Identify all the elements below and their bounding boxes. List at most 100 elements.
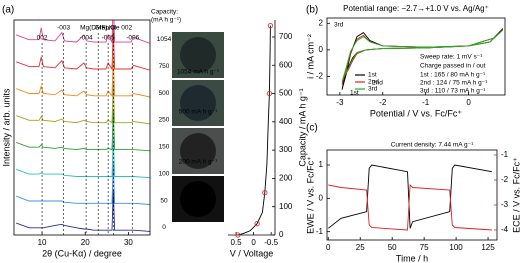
series-label: 500: [159, 90, 170, 97]
peak-label: Graphite 002: [95, 25, 133, 32]
peak-label: -006: [126, 35, 139, 42]
plot-frame: [13, 19, 151, 236]
photo-sample: [180, 133, 216, 169]
panel-label: (a): [2, 5, 14, 16]
panel-label: (b): [306, 5, 318, 16]
photo-sample: [180, 181, 216, 217]
y2-axis-label: ECE / V vs. Fc/Fc⁺: [511, 157, 521, 233]
photo-sample: [180, 37, 216, 73]
annotation: 3rd: [334, 22, 344, 29]
plot-area: [341, 28, 504, 90]
chart-title: Potential range: −2.7→+1.0 V vs. Ag/Ag⁺: [343, 4, 489, 13]
x-tick-label: 100: [449, 243, 463, 252]
series-line: [237, 25, 271, 235]
annotation: Sweep rate: 1 mV s⁻¹: [420, 54, 483, 61]
photo-insets: [172, 32, 224, 222]
x-tick-label: 0: [326, 243, 331, 252]
y-tick-label: 100: [279, 202, 293, 211]
peak-label: -004: [80, 35, 93, 42]
y-tick-label: 300: [279, 145, 293, 154]
y-tick-label: 600: [279, 60, 293, 69]
x-tick-label: 25: [356, 243, 365, 252]
x-axis-label: Time / h: [396, 253, 428, 263]
y-tick-label: 400: [279, 117, 293, 126]
x-tick-label: 75: [420, 243, 429, 252]
plot-area: [237, 25, 271, 235]
plot-area: [328, 164, 492, 231]
x-tick-label: 125: [481, 243, 495, 252]
y-axis-label: Intensity / arb. units: [1, 88, 11, 167]
y2-tick-label: -4: [501, 225, 509, 234]
series-label: 750: [159, 63, 170, 70]
x-axis-label: 2θ (Cu-Kα) / degree: [42, 248, 122, 258]
peak-label: -003: [57, 25, 70, 32]
y-tick-label: 0: [319, 45, 324, 54]
marker: [262, 189, 268, 196]
x-tick-label: -1: [422, 98, 430, 107]
annotation: 3rd : 110 / 73 mA h g⁻¹: [420, 88, 486, 95]
xrd-trace: [16, 28, 150, 71]
y-tick-label: 0: [319, 193, 324, 202]
legend-label: 1st: [368, 72, 377, 79]
legend-label: 3rd: [368, 86, 378, 93]
plot-area: [16, 20, 150, 232]
x-tick-label: 0: [251, 238, 256, 247]
annotation: Current density: 7.44 mA g⁻¹: [391, 142, 474, 149]
series-line: [341, 28, 504, 90]
x-tick-label: -3: [336, 98, 344, 107]
series-label: 50: [160, 197, 168, 204]
peak-label: Mg(DMF)₆Cl: [80, 25, 117, 32]
x-tick-label: 30: [124, 238, 133, 247]
xrd-trace: [16, 135, 150, 179]
series-label: 100: [159, 170, 170, 177]
annotation: Charge passed in / out: [420, 63, 486, 70]
marker: [235, 232, 241, 238]
series-label: 1054: [157, 36, 172, 43]
xrd-trace: [16, 55, 150, 98]
xrd-trace: [16, 20, 150, 44]
annotation: 2nd : 124 / 75 mA h g⁻¹: [420, 80, 488, 87]
legend-label: 2nd: [368, 79, 379, 86]
y2-tick-label: -1: [501, 150, 509, 159]
inset-label: 200 mA h g⁻¹: [179, 159, 218, 166]
plot-frame: [326, 149, 498, 241]
y-tick-label: 2: [319, 18, 324, 27]
xrd-trace: [16, 189, 150, 232]
peak-label: -005: [102, 35, 115, 42]
y2-tick-label: -3: [501, 200, 509, 209]
marker: [254, 221, 260, 227]
x-tick-label: -0.5: [264, 238, 278, 247]
y-tick-label: 1: [319, 160, 324, 169]
y-tick-label: 200: [279, 174, 293, 183]
x-axis-label: V / Voltage: [230, 248, 274, 258]
x-tick-label: -2: [379, 98, 387, 107]
x-tick-label: 50: [388, 243, 397, 252]
series-label: 150: [159, 144, 170, 151]
series-line: [328, 183, 492, 231]
x-axis-label: Potential / V vs. Fc/Fc⁺: [370, 108, 463, 118]
x-tick-label: 0: [466, 98, 471, 107]
series-label: 250: [159, 117, 170, 124]
y-tick-label: 700: [279, 32, 293, 41]
inset-label: Before: [188, 211, 208, 218]
marker: [266, 90, 273, 97]
legend-title: Capacity:: [151, 9, 178, 16]
annotation: 1st : 165 / 80 mA h g⁻¹: [420, 72, 486, 79]
y-tick-label: -1: [316, 227, 324, 236]
x-tick-label: 20: [81, 238, 90, 247]
marker: [267, 23, 274, 29]
y-axis-label: Capacity / mA h g⁻¹: [297, 88, 307, 166]
annotation: 2nd: [372, 80, 383, 87]
y-axis-label: EWE / V vs. Fc/Fc⁺: [305, 156, 315, 234]
series-line: [328, 164, 492, 229]
panel-label: (c): [306, 123, 318, 134]
y-tick-label: 500: [279, 89, 293, 98]
xrd-trace: [16, 82, 150, 125]
x-tick-label: 10: [38, 238, 47, 247]
inset-label: 500 mA h g⁻¹: [179, 109, 218, 116]
xrd-trace: [16, 108, 150, 152]
plot-frame: [326, 17, 506, 96]
annotation: 1st: [350, 90, 359, 97]
inset-label: 1054 mA h g⁻¹: [177, 69, 220, 76]
